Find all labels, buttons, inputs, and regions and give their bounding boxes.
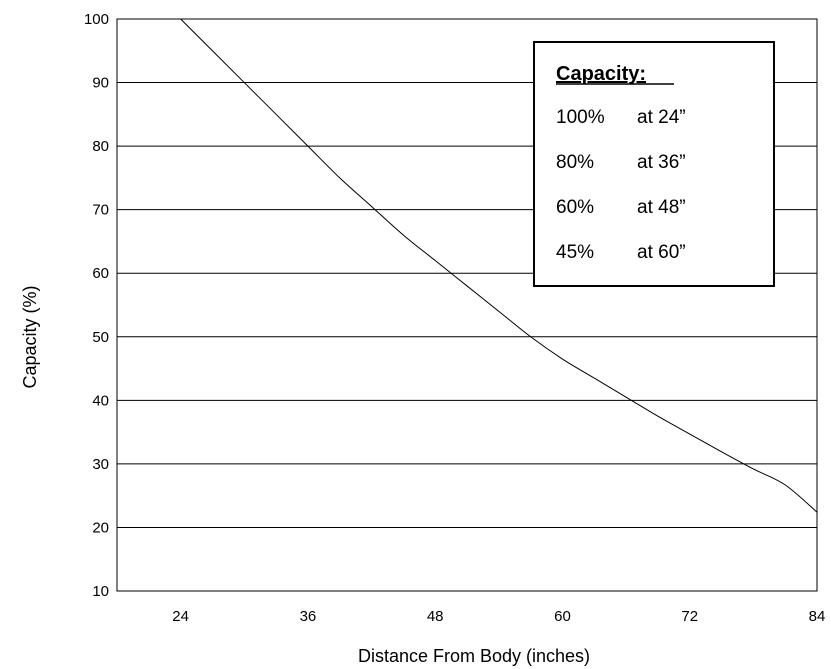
legend-pct-1: 100%	[556, 107, 605, 128]
legend-frame	[533, 41, 775, 287]
y-tick-label: 80	[92, 138, 109, 155]
legend-pct-2: 80%	[556, 152, 594, 173]
x-tick-label: 72	[681, 608, 698, 625]
legend-title: Capacity:	[556, 63, 646, 85]
y-tick-label: 70	[92, 202, 109, 219]
x-tick-labels: 24 36 48 60 72 84	[172, 608, 825, 625]
y-tick-label: 50	[92, 329, 109, 346]
legend-at-1: at 24”	[637, 107, 686, 128]
y-tick-labels: 100 90 80 70 60 50 40 30 20 10	[84, 11, 109, 600]
x-tick-label: 84	[809, 608, 826, 625]
x-tick-label: 24	[172, 608, 189, 625]
x-axis-label: Distance From Body (inches)	[358, 646, 590, 666]
y-tick-label: 100	[84, 11, 109, 28]
y-axis-label: Capacity (%)	[20, 285, 40, 388]
y-tick-label: 30	[92, 456, 109, 473]
grid-lines	[117, 82, 817, 528]
y-tick-label: 10	[92, 583, 109, 600]
legend-pct-4: 45%	[556, 242, 594, 263]
x-tick-label: 48	[427, 608, 444, 625]
x-tick-label: 60	[554, 608, 571, 625]
y-tick-label: 40	[92, 392, 109, 409]
legend-at-2: at 36”	[637, 152, 686, 173]
legend-at-4: at 60”	[637, 242, 686, 263]
legend-at-3: at 48”	[637, 197, 686, 218]
y-tick-label: 90	[92, 75, 109, 92]
y-tick-label: 20	[92, 519, 109, 536]
plot-frame	[116, 18, 818, 592]
legend-box: Capacity: 100% at 24” 80% at 36” 60% at …	[533, 41, 775, 287]
legend-pct-3: 60%	[556, 197, 594, 218]
capacity-curve	[180, 18, 818, 513]
x-tick-label: 36	[300, 608, 317, 625]
y-tick-label: 60	[92, 265, 109, 282]
